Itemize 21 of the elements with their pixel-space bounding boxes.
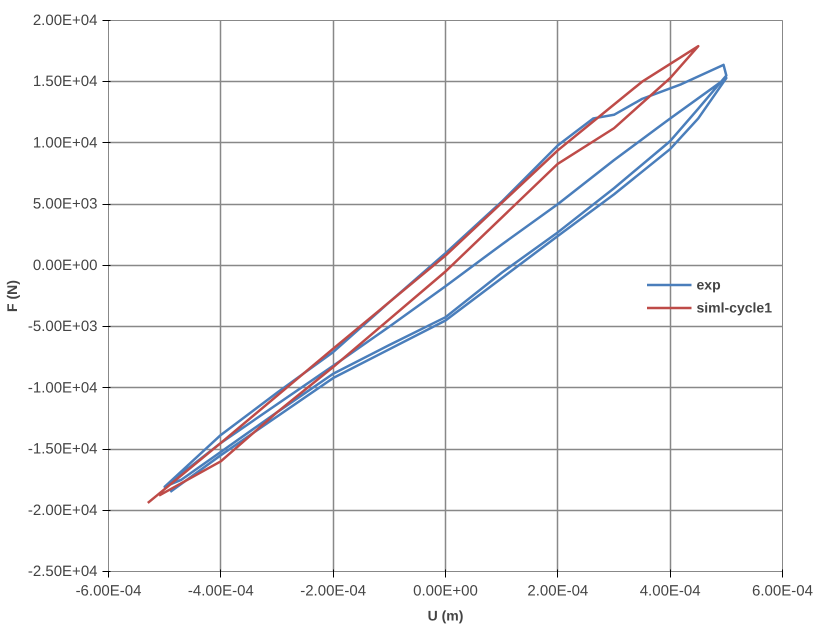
y-tick-label: 5.00E+03 xyxy=(32,196,98,213)
legend-label: exp xyxy=(696,276,721,292)
y-tick-label: 0.00E+00 xyxy=(32,256,98,274)
x-tick-label: -6.00E-04 xyxy=(76,582,142,600)
x-tick-label: 2.00E-04 xyxy=(527,582,588,600)
y-tick-label: -2.00E+04 xyxy=(28,502,98,519)
y-tick-label: -1.00E+04 xyxy=(28,379,98,396)
x-tick-label: 6.00E-04 xyxy=(752,582,813,600)
y-tick-label: 1.50E+04 xyxy=(32,73,98,90)
y-tick-label: -2.50E+04 xyxy=(28,563,98,580)
y-tick-label: -1.50E+04 xyxy=(28,440,98,458)
y-tick-label: -5.00E+03 xyxy=(28,318,98,336)
x-tick-label: -2.00E-04 xyxy=(300,582,366,600)
legend-label: siml-cycle1 xyxy=(696,299,772,315)
x-tick-label: 0.00E+00 xyxy=(413,582,478,600)
y-axis-title: F (N) xyxy=(4,280,20,312)
y-tick-label: 1.00E+04 xyxy=(32,134,98,152)
x-axis-title: U (m) xyxy=(428,608,464,624)
x-tick-label: -4.00E-04 xyxy=(188,582,254,600)
x-tick-label: 4.00E-04 xyxy=(640,582,701,600)
y-tick-label: 2.00E+04 xyxy=(32,12,98,29)
